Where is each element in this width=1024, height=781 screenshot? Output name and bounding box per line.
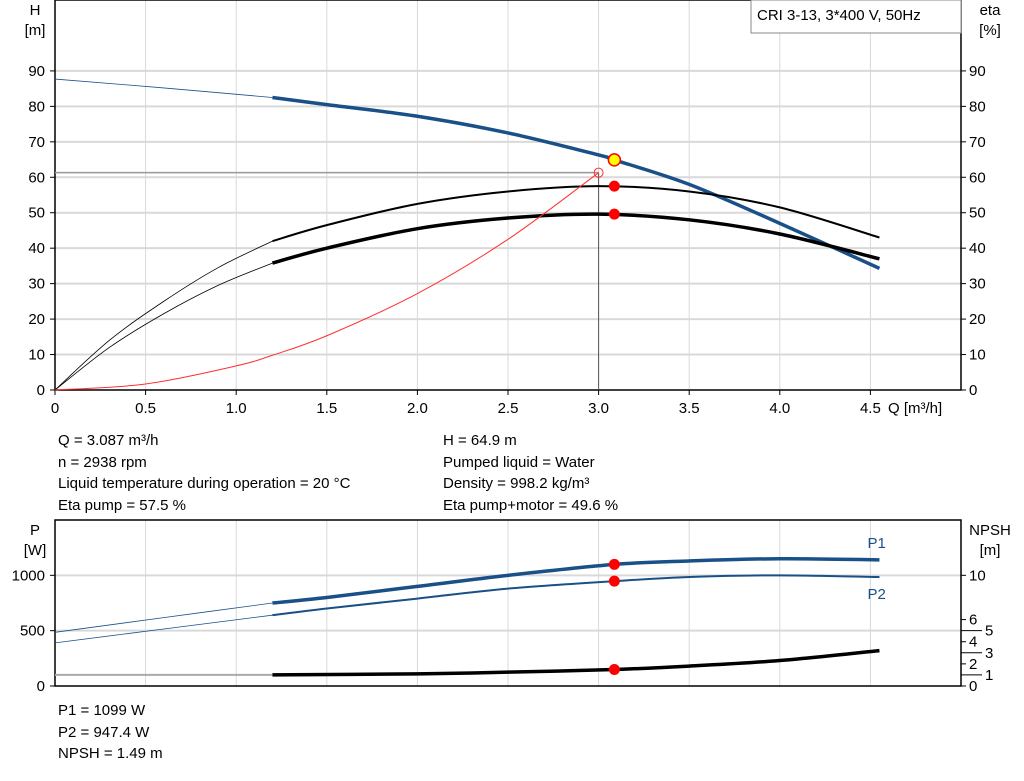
operating-point-P2 xyxy=(608,575,620,587)
operating-point-P1 xyxy=(608,558,620,570)
duty-point-marker xyxy=(607,153,622,167)
x-tick-label: 0.5 xyxy=(135,400,156,417)
y-tick-label: 0 xyxy=(37,678,45,695)
y2-tick-label: 70 xyxy=(969,134,986,151)
y-axis-label: P xyxy=(30,522,40,539)
y-tick-label: 500 xyxy=(20,623,45,640)
y-tick-label: 0 xyxy=(37,382,45,399)
y2-tick-label: 10 xyxy=(969,347,986,364)
y-tick-label: 50 xyxy=(28,205,45,222)
y2-tick-label: 30 xyxy=(969,276,986,293)
y-tick-label: 1000 xyxy=(12,567,45,584)
temperature-readout: Liquid temperature during operation = 20… xyxy=(58,475,351,492)
y2-tick-label: 1 xyxy=(985,667,993,684)
curve-eta_pump_motor xyxy=(271,212,880,265)
speed-readout: n = 2938 rpm xyxy=(58,453,147,471)
x-tick-label: 4.5 xyxy=(860,400,881,417)
y2-tick-label: 0 xyxy=(969,678,977,695)
series-label-P2: P2 xyxy=(867,586,885,603)
y-tick-label: 60 xyxy=(28,169,45,186)
x-tick-label: 1.5 xyxy=(316,400,337,417)
operating-point-NPSH xyxy=(608,664,620,676)
eta-pump-motor-readout: Eta pump+motor = 49.6 % xyxy=(443,496,619,514)
plot-frame xyxy=(54,519,962,687)
x-tick-label: 1.0 xyxy=(226,400,247,417)
density-readout: Density = 998.2 kg/m³ xyxy=(443,475,590,492)
setpoint-marker xyxy=(593,167,604,178)
y2-tick-label: 0 xyxy=(969,382,977,399)
x-tick-label: 3.5 xyxy=(679,400,700,417)
x-tick-label: 3.0 xyxy=(588,400,609,417)
x-axis-label: Q [m³/h] xyxy=(888,400,942,417)
curve-P1 xyxy=(272,556,880,605)
y-axis-unit: [m] xyxy=(25,22,46,39)
series-label-P1: P1 xyxy=(867,535,885,552)
info-right-column: H = 64.9 m Pumped liquid = Water Density… xyxy=(443,430,618,516)
head-readout: H = 64.9 m xyxy=(443,432,517,449)
y-tick-label: 30 xyxy=(28,276,45,293)
y2-tick-label: 90 xyxy=(969,63,986,80)
x-tick-label: 4.0 xyxy=(769,400,790,417)
y-tick-label: 10 xyxy=(28,347,45,364)
legend-text: CRI 3-13, 3*400 V, 50Hz xyxy=(757,7,921,24)
curve-H-extrapolated xyxy=(54,78,273,98)
curve-P1-extrapolated xyxy=(54,602,273,633)
y2-tick-label: 5 xyxy=(985,623,993,640)
y2-tick-label: 80 xyxy=(969,98,986,115)
y-tick-label: 70 xyxy=(28,134,45,151)
curve-H xyxy=(272,95,881,270)
y2-tick-label: 60 xyxy=(969,169,986,186)
info-bottom: P1 = 1099 W P2 = 947.4 W NPSH = 1.49 m xyxy=(58,700,163,765)
x-tick-label: 2.5 xyxy=(498,400,519,417)
y2-axis-label: eta xyxy=(980,2,1002,19)
y-axis-unit: [W] xyxy=(24,542,47,559)
eta-pump-readout: Eta pump = 57.5 % xyxy=(58,496,186,514)
y2-tick-label: 50 xyxy=(969,205,986,222)
y-axis-label: H xyxy=(30,2,41,19)
y2-axis-label: NPSH xyxy=(969,522,1011,539)
p1-readout: P1 = 1099 W xyxy=(58,702,146,719)
flow-readout: Q = 3.087 m³/h xyxy=(58,432,159,449)
y2-axis-unit: [m] xyxy=(980,542,1001,559)
curve-P2-extrapolated xyxy=(54,614,273,644)
liquid-readout: Pumped liquid = Water xyxy=(443,453,595,471)
y-tick-label: 20 xyxy=(28,311,45,328)
npsh-readout: NPSH = 1.49 m xyxy=(58,745,163,762)
x-tick-label: 0 xyxy=(51,400,59,417)
y2-tick-label: 10 xyxy=(969,567,986,584)
info-left-column: Q = 3.087 m³/h n = 2938 rpm Liquid tempe… xyxy=(58,430,350,516)
y-tick-label: 80 xyxy=(28,98,45,115)
y2-axis-unit: [%] xyxy=(979,22,1001,39)
y2-tick-label: 40 xyxy=(969,240,986,257)
x-tick-label: 2.0 xyxy=(407,400,428,417)
p2-readout: P2 = 947.4 W xyxy=(58,723,150,741)
curve-eta_pump_motor-extrapolated xyxy=(54,262,273,391)
curve-system xyxy=(54,172,599,391)
y-tick-label: 90 xyxy=(28,63,45,80)
y-tick-label: 40 xyxy=(28,240,45,257)
y2-tick-label: 3 xyxy=(985,645,993,662)
curve-P2 xyxy=(272,574,880,617)
operating-point-eta_pump_motor xyxy=(608,208,620,220)
curve-NPSH xyxy=(272,648,880,677)
legend-box xyxy=(750,0,962,34)
operating-point-eta_pump xyxy=(608,180,620,192)
curve-eta_pump-extrapolated xyxy=(54,240,273,391)
curve-eta_pump xyxy=(272,185,880,243)
y2-tick-label: 20 xyxy=(969,311,986,328)
y2-tick-label: 6 xyxy=(969,612,977,629)
y2-tick-label: 4 xyxy=(969,634,977,651)
y2-tick-label: 2 xyxy=(969,656,977,673)
